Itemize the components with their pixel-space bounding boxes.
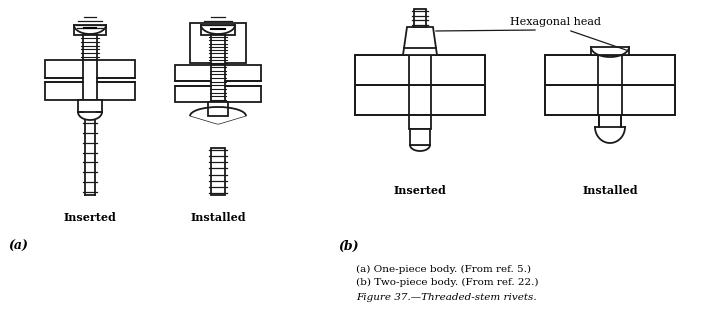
Bar: [211, 65, 225, 102]
Bar: [355, 85, 485, 115]
Text: Inserted: Inserted: [394, 185, 446, 196]
Bar: [591, 47, 629, 55]
Bar: [201, 25, 235, 35]
Bar: [545, 55, 675, 85]
Text: Installed: Installed: [583, 185, 638, 196]
Bar: [45, 60, 135, 78]
Bar: [598, 55, 622, 115]
Text: (a) One-piece body. (From ref. 5.): (a) One-piece body. (From ref. 5.): [356, 265, 531, 274]
Bar: [78, 100, 102, 112]
Bar: [74, 25, 106, 35]
Text: Hexagonal head: Hexagonal head: [510, 17, 601, 27]
Bar: [410, 129, 430, 145]
Text: Figure 37.—Threaded-stem rivets.: Figure 37.—Threaded-stem rivets.: [356, 293, 537, 302]
Bar: [599, 115, 621, 127]
Text: (a): (a): [8, 240, 28, 253]
Bar: [355, 85, 485, 115]
Bar: [45, 82, 135, 100]
Bar: [175, 65, 261, 81]
Bar: [545, 85, 675, 115]
Bar: [414, 9, 426, 27]
Bar: [355, 55, 485, 85]
Bar: [545, 85, 675, 115]
Text: (b): (b): [338, 240, 359, 253]
Text: Installed: Installed: [190, 212, 246, 223]
Bar: [355, 55, 485, 85]
Bar: [83, 60, 97, 100]
Bar: [83, 35, 97, 60]
Bar: [409, 55, 431, 115]
Polygon shape: [403, 27, 437, 55]
Bar: [211, 35, 225, 65]
Bar: [409, 115, 431, 129]
Bar: [545, 55, 675, 85]
Bar: [208, 102, 228, 116]
Bar: [175, 86, 261, 102]
Bar: [211, 148, 225, 195]
Bar: [190, 23, 246, 63]
Text: (b) Two-piece body. (From ref. 22.): (b) Two-piece body. (From ref. 22.): [356, 278, 538, 287]
Text: Inserted: Inserted: [63, 212, 116, 223]
